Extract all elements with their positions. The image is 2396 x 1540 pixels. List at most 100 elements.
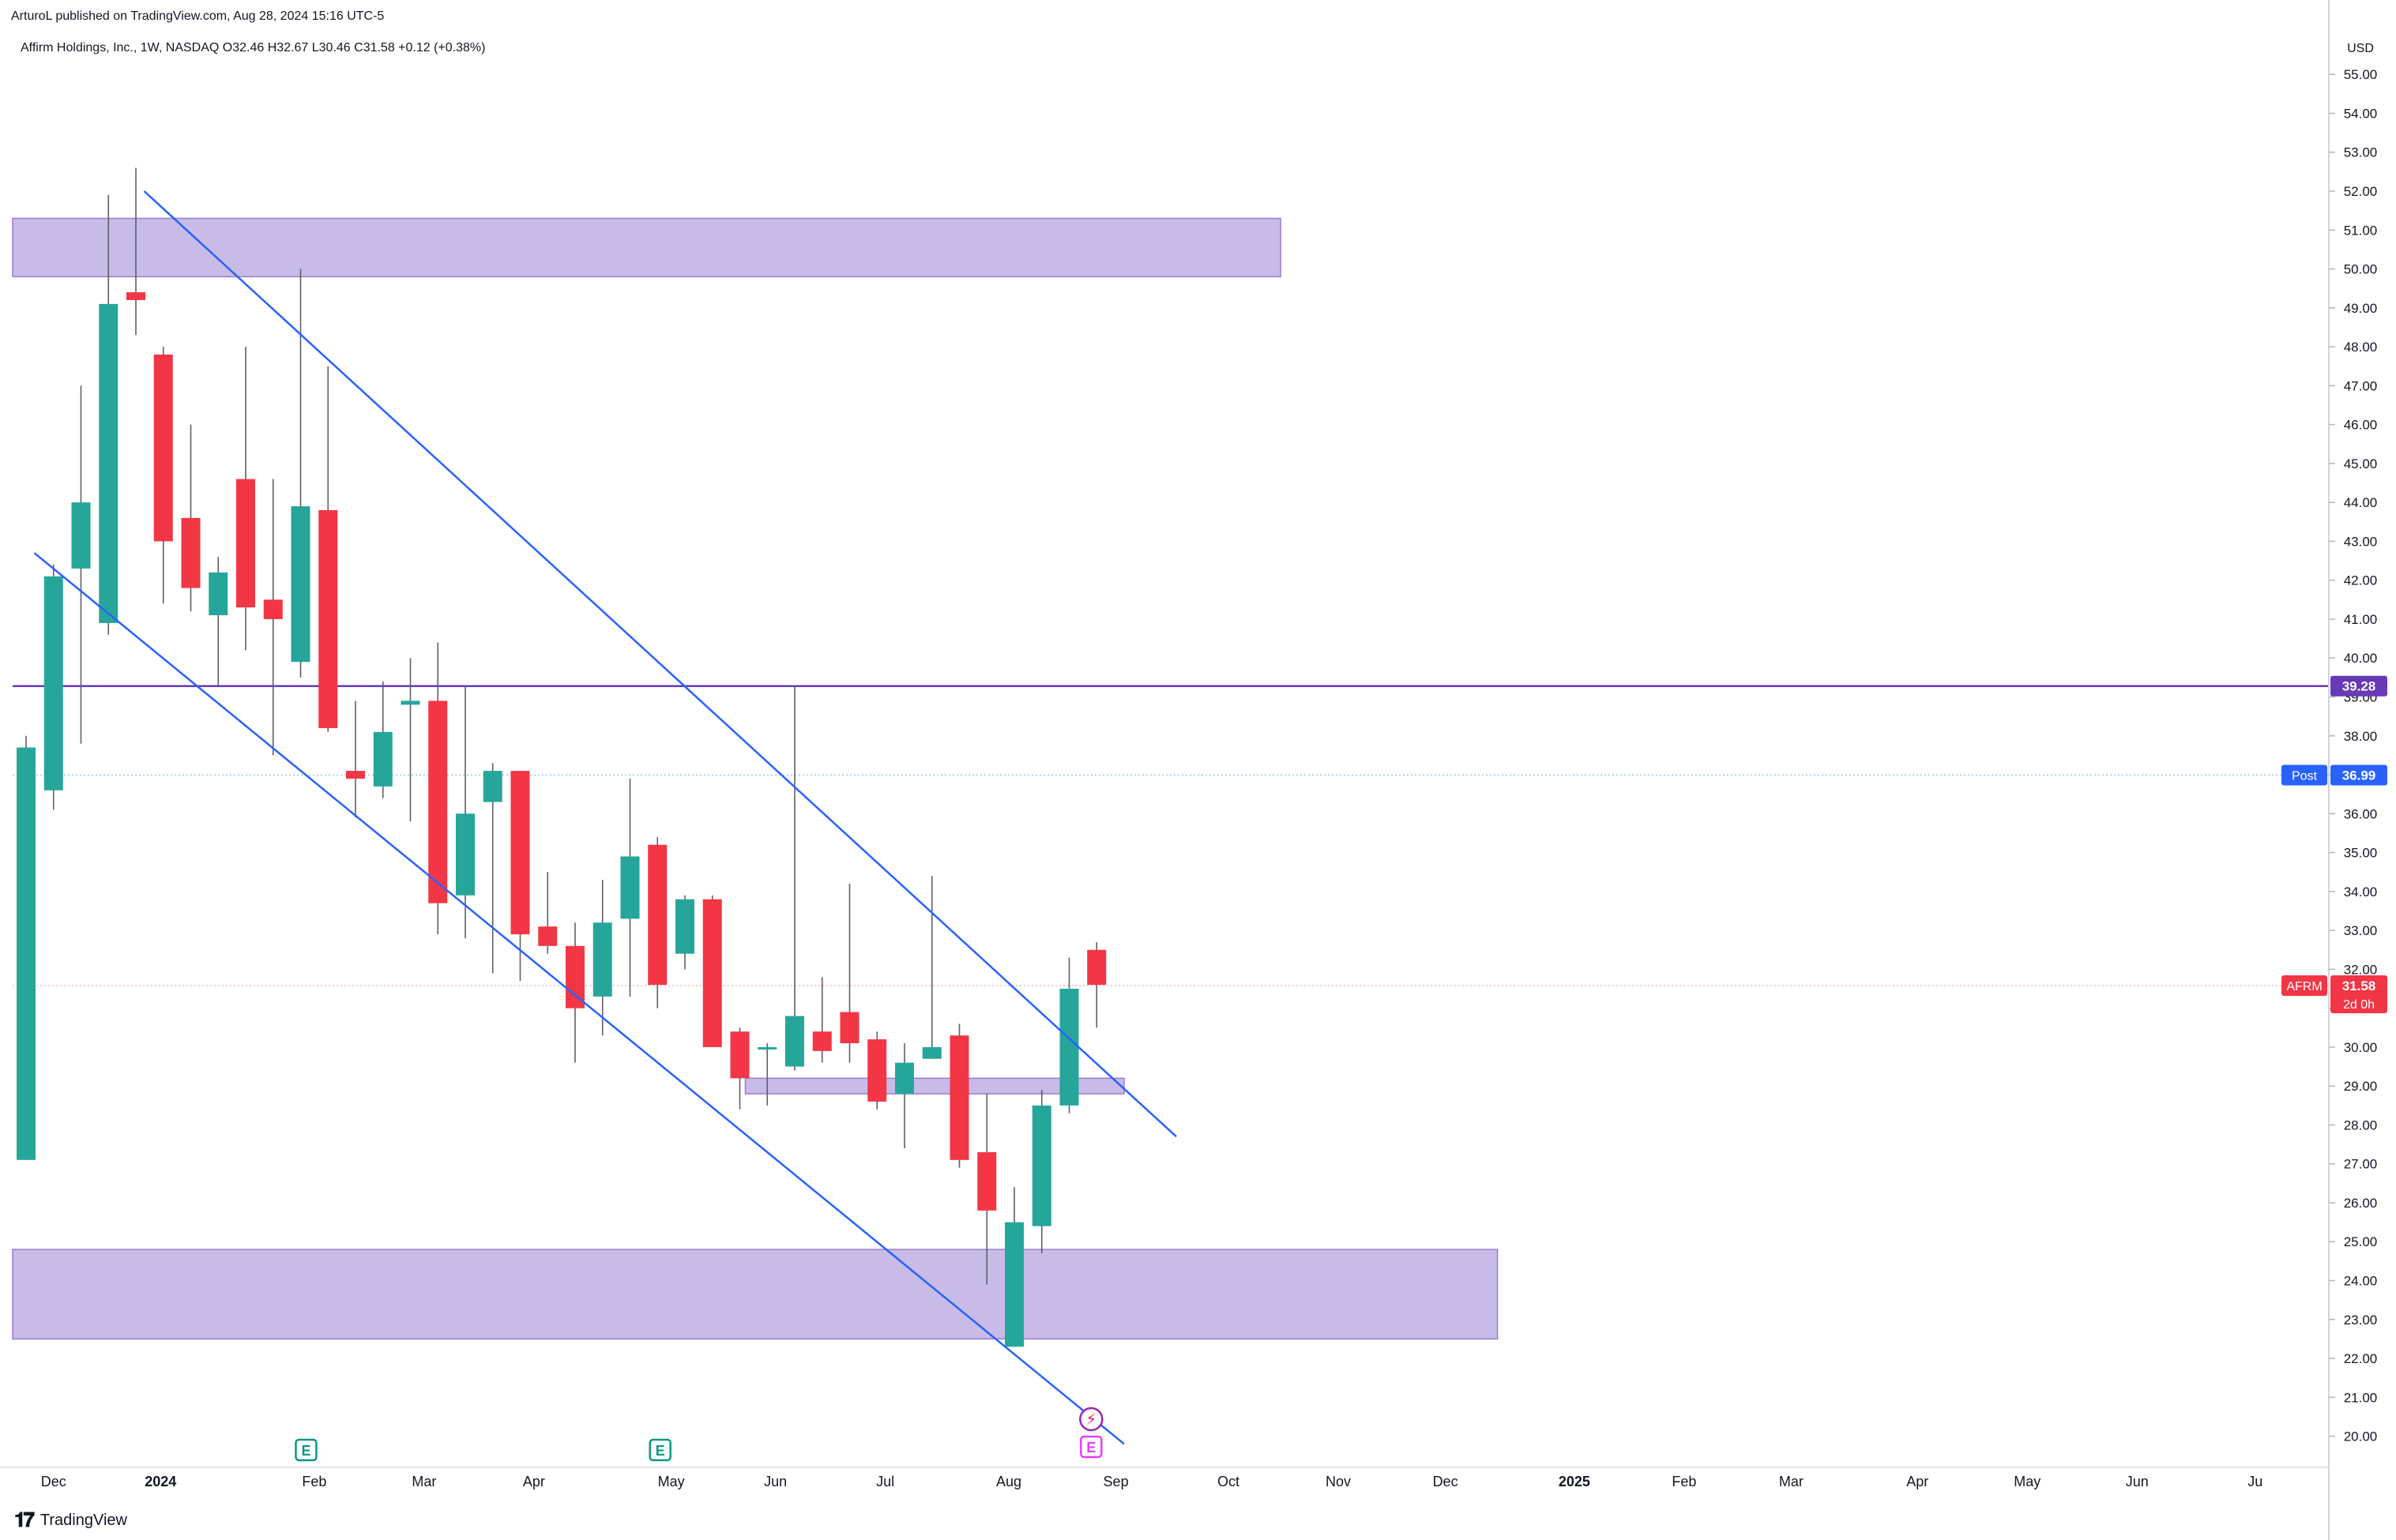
publisher-header: ArturoL published on TradingView.com, Au… xyxy=(11,9,385,23)
candle-body xyxy=(1059,989,1079,1106)
candle[interactable] xyxy=(867,1031,887,1110)
candle-body xyxy=(428,701,448,903)
candle[interactable] xyxy=(236,347,255,651)
candle-body xyxy=(99,303,118,623)
candle[interactable] xyxy=(840,883,859,1063)
time-axis[interactable]: Dec 2024 Feb Mar Apr May Jun Jul Aug Sep Oct Nov Dec… xyxy=(0,1467,2329,1489)
candle[interactable] xyxy=(1005,1187,1024,1347)
candle[interactable] xyxy=(456,685,475,938)
earnings-letter: E xyxy=(1086,1440,1096,1455)
candle[interactable] xyxy=(895,1042,914,1148)
time-tick-label: Feb xyxy=(302,1474,326,1489)
candle[interactable] xyxy=(181,424,201,612)
breakout-zone[interactable] xyxy=(744,1077,1125,1095)
candle[interactable] xyxy=(1032,1090,1051,1254)
candle-body xyxy=(17,747,36,1160)
candle[interactable] xyxy=(592,880,612,1036)
time-tick-label: Jun xyxy=(2126,1474,2149,1489)
candle-body xyxy=(1032,1105,1051,1226)
candle[interactable] xyxy=(263,479,283,756)
candle[interactable] xyxy=(812,977,832,1063)
candle-body xyxy=(758,1046,777,1050)
candle[interactable] xyxy=(318,366,338,732)
candle[interactable] xyxy=(566,922,585,1063)
time-tick-label: Nov xyxy=(1326,1474,1351,1489)
candle-body xyxy=(730,1031,750,1079)
tradingview-branding[interactable]: 𝟏𝟕 TradingView xyxy=(14,1508,127,1533)
candle[interactable] xyxy=(401,658,420,822)
candles-layer xyxy=(17,167,1107,1347)
candle[interactable] xyxy=(510,771,530,982)
candle[interactable] xyxy=(950,1024,969,1168)
price-tick-label: 52.00 xyxy=(2344,184,2378,199)
price-tag-box xyxy=(2330,675,2387,697)
price-tag-value: 31.58 xyxy=(2342,978,2376,993)
candle[interactable] xyxy=(17,735,36,1160)
candle-body xyxy=(895,1062,914,1095)
candle[interactable] xyxy=(1087,941,1107,1028)
price-tag-box xyxy=(2330,764,2387,786)
post-market-level-tag[interactable]: 36.99 Post xyxy=(2281,764,2387,786)
candle[interactable] xyxy=(126,167,145,336)
earnings-marker-feb[interactable]: E xyxy=(295,1438,318,1462)
time-tick-label: Mar xyxy=(1779,1474,1804,1489)
candle-body xyxy=(1005,1222,1024,1347)
tag-label-text: Post xyxy=(2292,770,2318,783)
candle[interactable] xyxy=(648,836,668,1009)
earnings-marker-aug[interactable]: E xyxy=(1080,1435,1103,1459)
time-tick-label: Apr xyxy=(1906,1474,1928,1489)
candle-body xyxy=(538,926,558,946)
time-tick-label: Ju xyxy=(2247,1474,2262,1489)
symbol-ohlc-legend[interactable]: Affirm Holdings, Inc., 1W, NASDAQ O32.46… xyxy=(21,41,486,54)
candle[interactable] xyxy=(675,895,694,970)
price-tick-label: 48.00 xyxy=(2344,340,2378,355)
candle[interactable] xyxy=(428,642,448,935)
candle[interactable] xyxy=(702,895,722,1047)
price-axis[interactable]: USD 20.00 21.00 22.00 23.00 24.00 25.00 26.00 27… xyxy=(2328,0,2378,1540)
candle[interactable] xyxy=(291,269,310,678)
candle[interactable] xyxy=(43,564,63,810)
demand-zone-bottom[interactable] xyxy=(12,1249,1499,1340)
time-tick-label: Jul xyxy=(876,1474,894,1489)
current-price-level-tag[interactable]: 31.58 2d 0h AFRM xyxy=(2281,975,2387,1014)
candle-body xyxy=(346,771,365,779)
candle[interactable] xyxy=(758,1042,777,1106)
price-tick-label: 29.00 xyxy=(2344,1079,2378,1094)
candle[interactable] xyxy=(99,194,118,635)
candle[interactable] xyxy=(373,681,393,798)
candle[interactable] xyxy=(209,557,228,685)
earnings-badge xyxy=(1080,1435,1103,1459)
candle-body xyxy=(318,510,338,728)
price-tick-label: 47.00 xyxy=(2344,378,2378,393)
candle[interactable] xyxy=(785,685,804,1071)
lower-channel-line[interactable] xyxy=(33,552,1125,1445)
candle[interactable] xyxy=(538,872,558,954)
resistance-level-tag[interactable]: 39.28 xyxy=(2330,675,2387,697)
candle[interactable] xyxy=(620,778,640,997)
candle-body xyxy=(977,1151,997,1211)
upper-channel-line[interactable] xyxy=(143,190,1177,1138)
candle-body xyxy=(702,899,722,1047)
candle[interactable] xyxy=(730,1027,750,1110)
lightning-icon: ⚡ xyxy=(1085,1410,1096,1429)
earnings-badge xyxy=(649,1438,671,1462)
candle[interactable] xyxy=(153,347,173,604)
candle[interactable] xyxy=(922,876,942,1059)
price-tag-box xyxy=(2330,975,2387,1014)
candle-body xyxy=(43,576,63,791)
price-tag-value: 39.28 xyxy=(2342,679,2376,694)
candle[interactable] xyxy=(346,701,365,818)
price-tick-label: 41.00 xyxy=(2344,612,2378,627)
earnings-marker-may[interactable]: E xyxy=(649,1438,671,1462)
candle[interactable] xyxy=(1059,957,1079,1114)
price-tick-label: 45.00 xyxy=(2344,456,2378,471)
channel-layer xyxy=(33,190,1177,1445)
supply-zone-top[interactable] xyxy=(12,217,1281,278)
candle[interactable] xyxy=(71,385,91,744)
candle-body xyxy=(153,354,173,542)
price-tick-label: 46.00 xyxy=(2344,418,2378,433)
candle[interactable] xyxy=(483,763,502,974)
dividend-split-marker[interactable]: ⚡ xyxy=(1079,1407,1104,1432)
candle[interactable] xyxy=(977,1094,997,1285)
